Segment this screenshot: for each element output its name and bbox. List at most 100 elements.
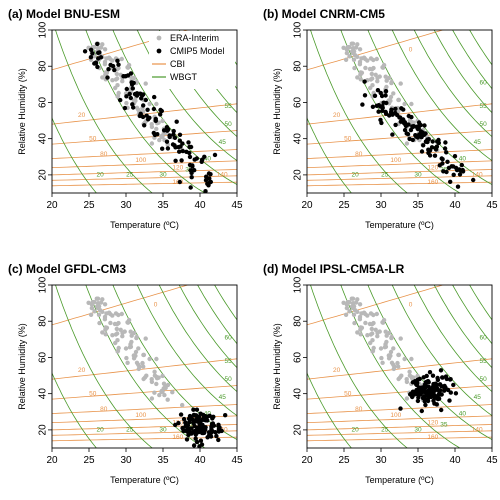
cmip5-point (160, 146, 165, 151)
wbgt-contour (52, 117, 97, 193)
cbi-contour (307, 130, 492, 145)
era-point (350, 41, 356, 46)
cmip5-point (383, 109, 388, 115)
cbi-label: 120 (172, 164, 183, 171)
era-point (108, 56, 113, 62)
cmip5-point (443, 385, 448, 390)
era-point (154, 101, 159, 107)
cmip5-point (416, 387, 421, 392)
cmip5-point (404, 131, 409, 136)
era-point (399, 373, 404, 378)
y-tick-label: 20 (38, 424, 49, 436)
cmip5-point (437, 382, 443, 387)
era-point (398, 81, 403, 86)
cmip5-point (93, 60, 99, 65)
x-tick-label: 45 (231, 455, 243, 466)
cmip5-point (124, 86, 129, 92)
wbgt-label: 60 (225, 334, 233, 341)
y-axis-label: Relative Humidity (%) (17, 68, 27, 155)
era-point (358, 77, 363, 82)
era-point (363, 56, 368, 62)
cmip5-point (190, 163, 195, 168)
cmip5-point (152, 132, 158, 138)
era-point (387, 75, 392, 81)
cmip5-point (198, 411, 203, 416)
x-tick-label: 40 (449, 455, 461, 466)
plot-frame (306, 29, 493, 194)
cmip5-point (188, 415, 193, 420)
era-point (354, 300, 359, 305)
cmip5-point (145, 107, 150, 113)
cmip5-point (158, 107, 163, 113)
era-point (154, 126, 159, 132)
wbgt-label: 30 (159, 427, 167, 434)
legend: ERA-Interim CMIP5 Model CBI WBGT (149, 31, 235, 89)
era-point (396, 364, 401, 369)
cmip5-point (423, 385, 428, 390)
cmip5-point (186, 140, 191, 145)
wbgt-contour (391, 285, 492, 417)
cmip5-point (436, 396, 442, 401)
wbgt-contour (452, 285, 492, 345)
cmip5-point (428, 394, 434, 400)
era-point (368, 332, 374, 337)
era-point (373, 327, 378, 332)
cmip5-point (187, 154, 193, 160)
cmip5-point (139, 96, 144, 101)
cmip5-point (187, 150, 192, 156)
era-point (159, 388, 164, 394)
cbi-contour (52, 404, 237, 415)
era-point (355, 75, 360, 80)
era-point (388, 349, 394, 355)
era-point (388, 94, 394, 100)
cmip5-point (398, 115, 403, 120)
cmip5-point (96, 56, 101, 61)
wbgt-label: 25 (126, 172, 134, 179)
cmip5-point (415, 126, 420, 132)
cmip5-point (152, 94, 157, 100)
cmip5-point (439, 392, 444, 397)
cmip5-point (195, 419, 200, 424)
era-point (363, 320, 368, 326)
era-point (125, 65, 130, 70)
era-point (352, 320, 357, 326)
cmip5-point (178, 412, 184, 417)
cbi-label: 0 (409, 47, 413, 54)
cmip5-point (137, 113, 142, 119)
wbgt-label: 60 (480, 79, 488, 86)
x-axis-label: Temperature (ºC) (110, 220, 179, 230)
panel-3: 0205080100120140160202530354045505560202… (8, 262, 243, 485)
y-axis-label: Relative Humidity (%) (272, 323, 282, 410)
y-tick-label: 60 (293, 96, 304, 108)
cmip5-point (420, 131, 425, 136)
cmip5-point (439, 407, 444, 413)
era-point (131, 356, 137, 361)
cmip5-point (177, 138, 182, 143)
panel-title: (b) Model CNRM-CM5 (263, 7, 385, 21)
era-point (160, 118, 165, 124)
cmip5-point (177, 179, 182, 185)
cmip5-point (379, 120, 384, 126)
cmip5-point (451, 164, 456, 169)
era-point (133, 349, 139, 355)
cmip5-point (431, 381, 436, 387)
cmip5-point (444, 150, 449, 155)
era-point (355, 309, 360, 314)
x-axis-label: Temperature (ºC) (365, 475, 434, 485)
era-point (404, 396, 410, 401)
era-point (347, 45, 352, 50)
wbgt-contour (55, 30, 153, 193)
y-tick-label: 20 (293, 424, 304, 436)
cmip5-point (124, 94, 129, 99)
cbi-contour (307, 385, 492, 400)
era-point (118, 327, 123, 332)
cmip5-point (105, 75, 110, 80)
wbgt-label: 30 (159, 172, 167, 179)
wbgt-label: 40 (459, 410, 467, 417)
x-tick-label: 40 (194, 455, 206, 466)
cbi-label: 100 (135, 412, 146, 419)
cmip5-point (421, 143, 426, 148)
cbi-label: 20 (78, 367, 86, 374)
wbgt-label: 40 (204, 155, 212, 162)
